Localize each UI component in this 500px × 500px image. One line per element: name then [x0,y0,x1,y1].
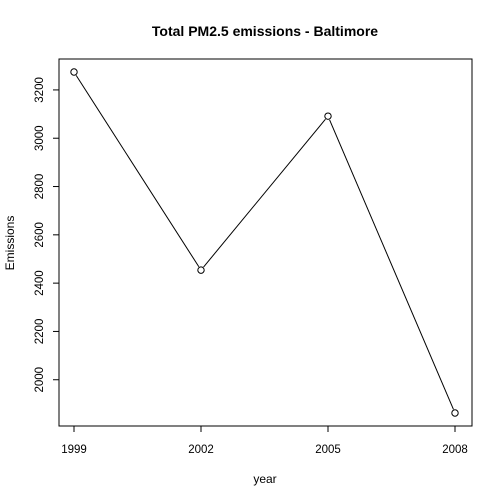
y-tick-label: 2200 [34,319,46,345]
x-tick-label: 2008 [442,444,468,456]
y-tick-label: 2800 [34,174,46,200]
data-point [70,68,78,76]
x-axis: 1999 2002 2005 2008 [61,426,468,456]
y-axis-label: Emissions [3,216,17,271]
series-segment [329,119,454,410]
chart-title: Total PM2.5 emissions - Baltimore [152,23,378,39]
x-axis-label: year [253,472,276,486]
series-segment [75,75,200,268]
data-point [451,409,459,417]
y-tick-label: 2000 [34,367,46,393]
x-tick-label: 1999 [61,444,87,456]
data-point [324,112,332,120]
series-line [70,68,459,417]
y-tick-label: 2400 [34,270,46,296]
data-point [197,266,205,274]
x-tick-label: 2002 [188,444,214,456]
series-segment [203,118,326,268]
x-tick-label: 2005 [315,444,341,456]
y-tick-label: 3200 [34,77,46,103]
y-axis: 2000 2200 2400 2600 2800 3000 3200 [34,77,59,393]
y-tick-label: 2600 [34,222,46,248]
y-tick-label: 3000 [34,125,46,151]
plot-frame [58,58,473,427]
